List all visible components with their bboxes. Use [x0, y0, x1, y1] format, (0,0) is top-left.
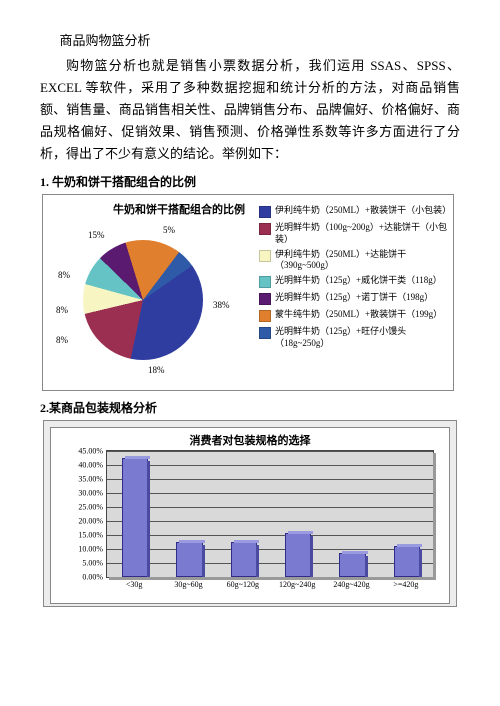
pie-slice-label: 8% [58, 270, 70, 280]
legend-text: 伊利纯牛奶（250ML）+达能饼干（390g~500g） [275, 249, 447, 272]
x-axis-label: 120g~240g [279, 580, 315, 589]
legend-swatch [259, 223, 271, 235]
legend-item: 伊利纯牛奶（250ML）+达能饼干（390g~500g） [259, 249, 447, 272]
x-axis-label: >=420g [393, 580, 418, 589]
legend-text: 光明鲜牛奶（125g）+威化饼干类（118g） [275, 275, 447, 288]
x-axis-label: 240g~420g [333, 580, 369, 589]
legend-item: 光明鲜牛奶（125g）+威化饼干类（118g） [259, 275, 447, 288]
legend-item: 光明鲜牛奶（100g~200g）+达能饼干（小包装） [259, 222, 447, 245]
gridline [107, 507, 433, 508]
pie-slice-label: 18% [148, 365, 165, 375]
bar-plot-area: 0.00%5.00%10.00%15.00%20.00%25.00%30.00%… [106, 450, 434, 578]
legend-text: 蒙牛纯牛奶（250ML）+散装饼干（199g） [275, 309, 447, 322]
pie-slice-label: 8% [56, 305, 68, 315]
legend-swatch [259, 250, 271, 262]
y-axis-label: 25.00% [78, 503, 103, 512]
legend-text: 光明鲜牛奶（100g~200g）+达能饼干（小包装） [275, 222, 447, 245]
pie-graphic [83, 240, 203, 360]
intro-paragraph: 购物篮分析也就是销售小票数据分析，我们运用 SSAS、SPSS、EXCEL 等软… [40, 55, 460, 165]
legend-item: 伊利纯牛奶（250ML）+散装饼干（小包装） [259, 205, 447, 218]
gridline [107, 535, 433, 536]
bar [231, 542, 257, 578]
y-axis-label: 5.00% [82, 559, 103, 568]
bar [394, 546, 420, 577]
x-axis-label: 60g~120g [227, 580, 259, 589]
y-axis-label: 30.00% [78, 489, 103, 498]
legend-item: 蒙牛纯牛奶（250ML）+散装饼干（199g） [259, 309, 447, 322]
pie-slice-label: 15% [88, 230, 105, 240]
y-axis-label: 10.00% [78, 545, 103, 554]
pie-slice-label: 5% [163, 225, 175, 235]
x-axis-label: 30g~60g [174, 580, 202, 589]
gridline [107, 451, 433, 452]
pie-slice-label: 38% [213, 300, 230, 310]
legend-swatch [259, 327, 271, 339]
legend-swatch [259, 310, 271, 322]
x-axis-label: <30g [126, 580, 143, 589]
gridline [107, 493, 433, 494]
bar [176, 542, 202, 578]
y-axis-label: 40.00% [78, 461, 103, 470]
y-axis-label: 20.00% [78, 517, 103, 526]
bar-chart-inner: 消费者对包装规格的选择 0.00%5.00%10.00%15.00%20.00%… [50, 427, 450, 604]
y-axis-label: 0.00% [82, 573, 103, 582]
section-2-heading: 2.某商品包装规格分析 [40, 399, 460, 416]
legend-swatch [259, 206, 271, 218]
pie-slice-label: 8% [56, 335, 68, 345]
y-axis-label: 45.00% [78, 447, 103, 456]
legend-item: 光明鲜牛奶（125g）+诺丁饼干（198g） [259, 292, 447, 305]
bar [285, 533, 311, 577]
legend-item: 光明鲜牛奶（125g）+旺仔小馒头（18g~250g） [259, 326, 447, 349]
y-axis-label: 35.00% [78, 475, 103, 484]
gridline [107, 549, 433, 550]
pie-plot-area: 38% 18% 8% 8% 8% 15% 5% [58, 225, 238, 380]
bar-chart-title: 消费者对包装规格的选择 [51, 432, 449, 448]
bar-chart-outer: 消费者对包装规格的选择 0.00%5.00%10.00%15.00%20.00%… [43, 420, 457, 607]
legend-text: 光明鲜牛奶（125g）+旺仔小馒头（18g~250g） [275, 326, 447, 349]
gridline [107, 465, 433, 466]
page-title: 商品购物篮分析 [40, 30, 460, 49]
pie-legend: 伊利纯牛奶（250ML）+散装饼干（小包装） 光明鲜牛奶（100g~200g）+达… [259, 205, 447, 353]
gridline [107, 521, 433, 522]
section-1-heading: 1. 牛奶和饼干搭配组合的比例 [40, 173, 460, 190]
pie-chart-box: 牛奶和饼干搭配组合的比例 38% 18% 8% 8% 8% 15% 5% 伊利纯牛奶（250… [42, 194, 454, 391]
bar [122, 458, 148, 578]
bar [339, 553, 365, 577]
legend-swatch [259, 276, 271, 288]
legend-swatch [259, 293, 271, 305]
gridline [107, 563, 433, 564]
pie-chart-title: 牛奶和饼干搭配组合的比例 [113, 201, 245, 217]
y-axis-label: 15.00% [78, 531, 103, 540]
legend-text: 光明鲜牛奶（125g）+诺丁饼干（198g） [275, 292, 447, 305]
gridline [107, 479, 433, 480]
legend-text: 伊利纯牛奶（250ML）+散装饼干（小包装） [275, 205, 447, 218]
